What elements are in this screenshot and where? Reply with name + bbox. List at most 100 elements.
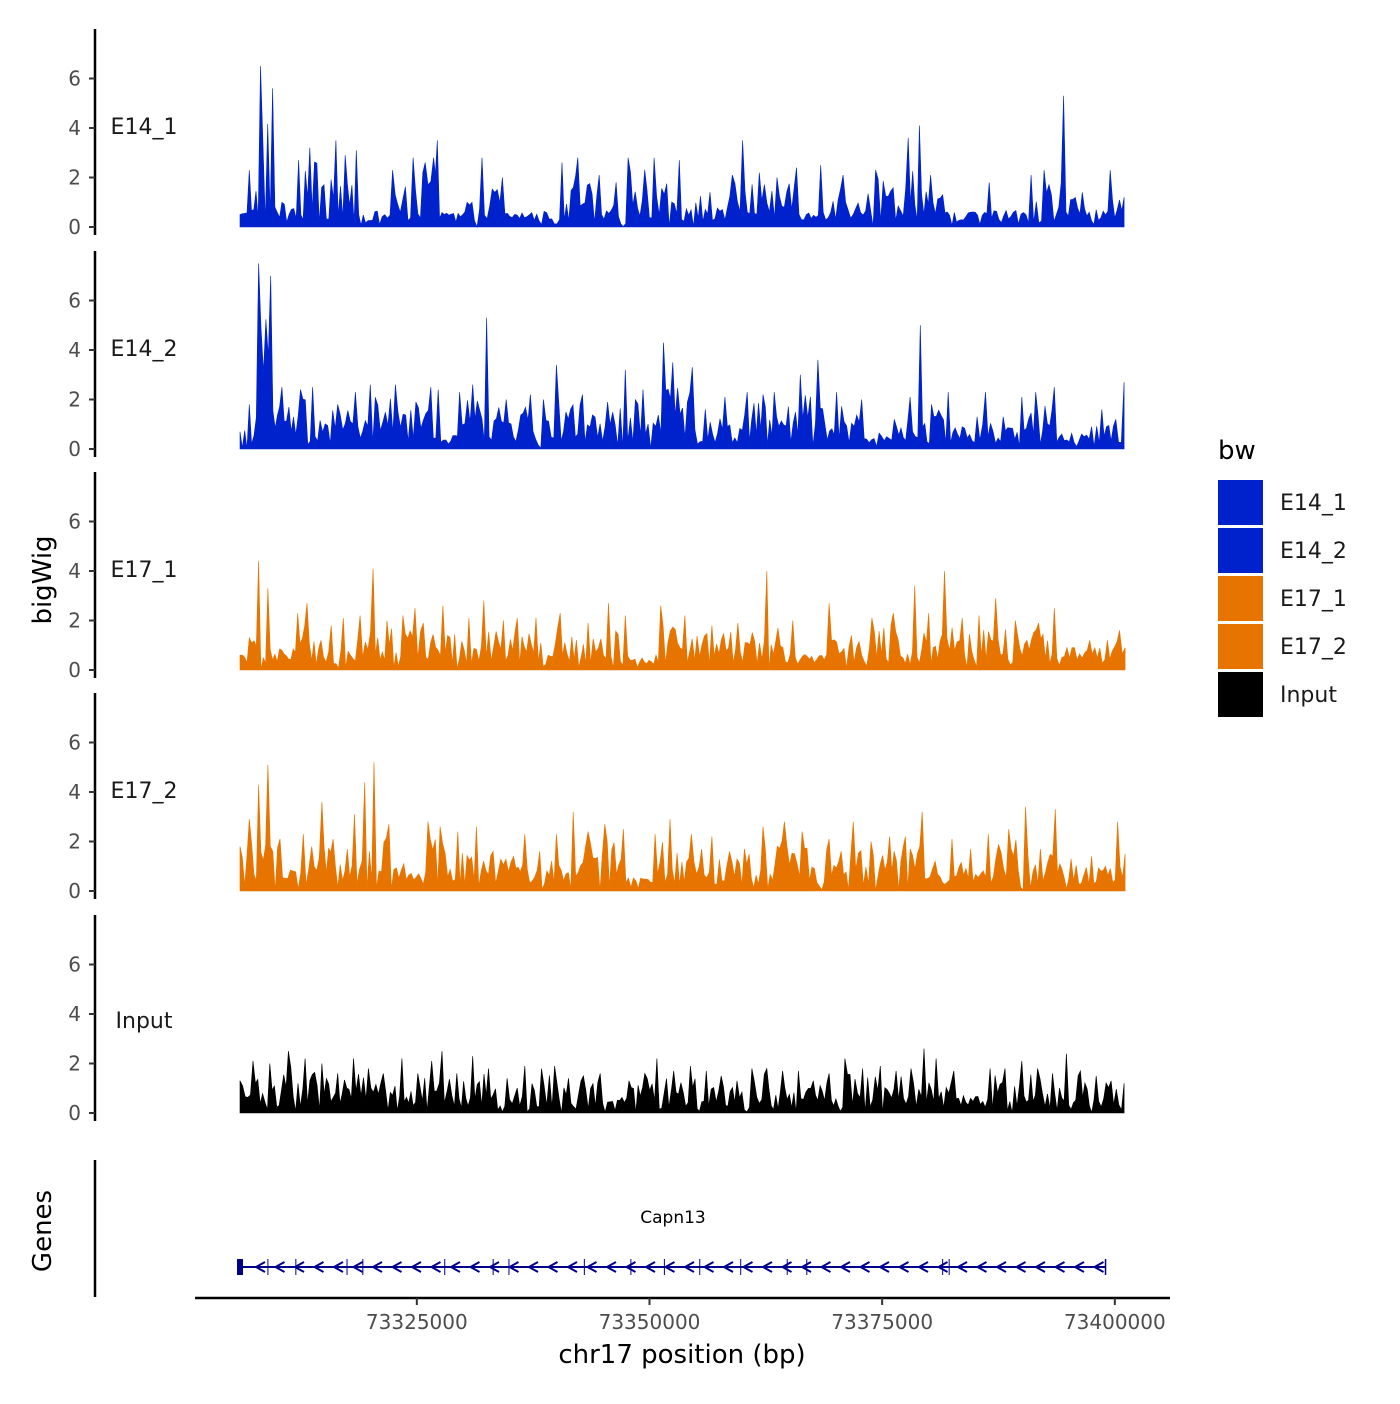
signal-area-e14-1 bbox=[239, 66, 1125, 229]
gene-strand-arrow bbox=[1053, 1261, 1065, 1273]
y-tick-label: 0 bbox=[68, 1101, 81, 1125]
y-tick-label: 6 bbox=[68, 731, 81, 755]
gene-strand-arrow bbox=[799, 1261, 812, 1273]
gene-strand-arrow bbox=[624, 1261, 636, 1273]
gene-strand-arrow bbox=[916, 1261, 929, 1273]
y-tick-label: 6 bbox=[68, 510, 81, 534]
y-tick-label: 0 bbox=[68, 437, 81, 461]
legend-label: E14_1 bbox=[1280, 491, 1347, 516]
y-tick-label: 0 bbox=[68, 215, 81, 239]
x-tick-label: 73400000 bbox=[1064, 1310, 1166, 1334]
gene-strand-arrow bbox=[936, 1261, 948, 1273]
legend-label: Input bbox=[1280, 683, 1337, 708]
signal-area-e14-2 bbox=[239, 263, 1125, 450]
x-tick-label: 73325000 bbox=[366, 1310, 468, 1334]
gene-strand-arrow bbox=[1014, 1261, 1026, 1273]
gene-strand-arrow bbox=[897, 1261, 909, 1273]
y-tick-label: 4 bbox=[68, 338, 81, 362]
y-tick-label: 6 bbox=[68, 67, 81, 91]
gene-strand-arrow bbox=[819, 1261, 831, 1273]
gene-strand-arrow bbox=[702, 1261, 714, 1273]
y-tick-label: 4 bbox=[68, 559, 81, 583]
y-tick-label: 2 bbox=[68, 388, 81, 412]
gene-strand-arrow bbox=[312, 1261, 324, 1273]
gene-strand-arrow bbox=[487, 1261, 500, 1273]
y-tick-label: 4 bbox=[68, 116, 81, 140]
gene-strand-arrow bbox=[585, 1261, 597, 1273]
gene-strand-arrow bbox=[565, 1261, 578, 1273]
signal-tracks: 0 2 4 6 E14_1 0 2 4 6 E14_2 0 2 4 6 E17_1 0 2 4 6 E17_2 0 2 4 6… bbox=[68, 29, 1126, 1125]
gene-track: Capn13 bbox=[93, 1160, 1107, 1297]
y-tick-label: 4 bbox=[68, 780, 81, 804]
genes-track-title: Genes bbox=[28, 1190, 58, 1272]
x-axis-title: chr17 position (bp) bbox=[558, 1340, 805, 1370]
legend-swatch bbox=[1218, 528, 1263, 573]
legend-swatch bbox=[1218, 672, 1263, 717]
legend-swatch bbox=[1218, 576, 1263, 621]
y-tick-label: 4 bbox=[68, 1002, 81, 1026]
legend-label: E14_2 bbox=[1280, 539, 1347, 564]
gene-strand-arrow bbox=[526, 1261, 539, 1273]
track-label: E14_2 bbox=[111, 337, 178, 362]
legend-label: E17_2 bbox=[1280, 635, 1347, 660]
gene-strand-arrow bbox=[253, 1261, 266, 1273]
gene-strand-arrow bbox=[351, 1261, 363, 1273]
gene-strand-arrow bbox=[273, 1261, 285, 1273]
gene-strand-arrow bbox=[877, 1261, 890, 1273]
y-tick-label: 2 bbox=[68, 609, 81, 633]
gene-strand-arrow bbox=[468, 1261, 480, 1273]
legend-title: bw bbox=[1218, 436, 1256, 466]
signal-area-input bbox=[239, 1048, 1125, 1114]
gene-strand-arrow bbox=[604, 1261, 617, 1273]
gene-strand-arrow bbox=[1072, 1261, 1085, 1273]
gene-strand-arrow bbox=[838, 1261, 851, 1273]
track-label: E14_1 bbox=[111, 115, 178, 140]
gene-strand-arrow bbox=[429, 1261, 441, 1273]
gene-start-exon bbox=[237, 1259, 243, 1275]
y-axis-title: bigWig bbox=[28, 535, 58, 624]
gene-strand-arrow bbox=[663, 1261, 675, 1273]
gene-strand-arrow bbox=[760, 1261, 773, 1273]
gene-strand-arrow bbox=[292, 1261, 305, 1273]
track-input: 0 2 4 6 Input bbox=[68, 915, 1125, 1125]
gene-strand-arrow bbox=[780, 1261, 792, 1273]
gene-strand-arrow bbox=[1092, 1261, 1104, 1273]
track-e17-2: 0 2 4 6 E17_2 bbox=[68, 693, 1126, 903]
track-label: E17_1 bbox=[111, 558, 178, 583]
signal-area-e17-1 bbox=[239, 561, 1126, 671]
y-tick-label: 2 bbox=[68, 166, 81, 190]
y-tick-label: 2 bbox=[68, 830, 81, 854]
gene-strand-arrow bbox=[858, 1261, 870, 1273]
y-tick-label: 0 bbox=[68, 879, 81, 903]
track-e14-2: 0 2 4 6 E14_2 bbox=[68, 251, 1125, 461]
track-label: E17_2 bbox=[111, 779, 178, 804]
track-e14-1: 0 2 4 6 E14_1 bbox=[68, 29, 1125, 239]
gene-strand-arrow bbox=[546, 1261, 558, 1273]
gene-strand-arrow bbox=[331, 1261, 344, 1273]
track-label: Input bbox=[116, 1009, 173, 1034]
gene-strand-arrow bbox=[643, 1261, 656, 1273]
gene-strand-arrow bbox=[994, 1261, 1007, 1273]
gene-strand-arrow bbox=[741, 1261, 753, 1273]
legend-swatch bbox=[1218, 480, 1263, 525]
gene-strand-arrow bbox=[975, 1261, 987, 1273]
y-tick-label: 2 bbox=[68, 1052, 81, 1076]
gene-strand-arrow bbox=[507, 1261, 519, 1273]
gene-strand-arrow bbox=[409, 1261, 422, 1273]
track-e17-1: 0 2 4 6 E17_1 bbox=[68, 472, 1126, 682]
legend-label: E17_1 bbox=[1280, 587, 1347, 612]
gene-strand-arrow bbox=[721, 1261, 734, 1273]
gene-strand-arrow bbox=[370, 1261, 383, 1273]
gene-strand-arrow bbox=[1033, 1261, 1046, 1273]
gene-strand-arrow bbox=[682, 1261, 695, 1273]
legend: bw E14_1 E14_2 E17_1 E17_2 Input bbox=[1218, 436, 1347, 717]
gene-strand-arrow bbox=[955, 1261, 968, 1273]
legend-swatch bbox=[1218, 624, 1263, 669]
gene-strand-arrow bbox=[390, 1261, 402, 1273]
x-tick-label: 73350000 bbox=[599, 1310, 701, 1334]
gene-strand-arrow bbox=[448, 1261, 461, 1273]
y-tick-label: 6 bbox=[68, 953, 81, 977]
